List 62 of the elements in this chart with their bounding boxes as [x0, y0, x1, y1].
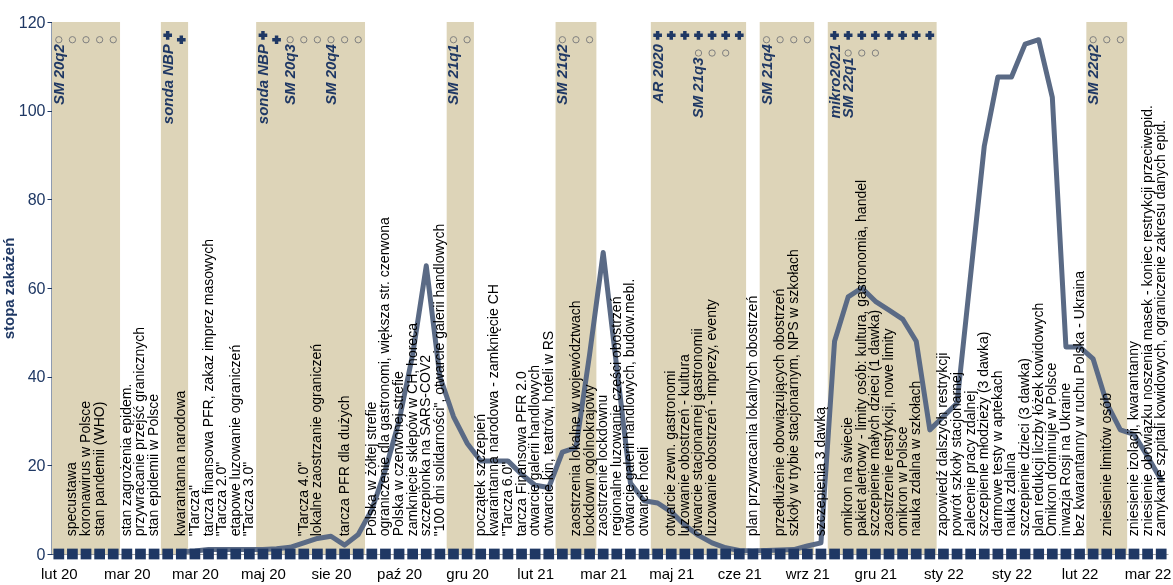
- annotation: zaostrzenia lokalne w województwach: [566, 300, 583, 537]
- annotation: AR 2020: [648, 43, 666, 105]
- y-tick-label: 20: [27, 456, 46, 474]
- annotation: otwarcie galerii handlowych: [526, 365, 543, 537]
- annotation: stan pandemii (WHO): [90, 401, 107, 537]
- annotation: otwarcie zewn. gastronomi: [662, 370, 679, 537]
- annotation: tarcza finansowa PFR, zakaz imprez masowych: [199, 239, 216, 537]
- annotation: zniesienie izolacji, kwarantanny: [1124, 340, 1141, 537]
- y-tick-label: 0: [36, 545, 46, 563]
- x-tick-label: mar 22: [1124, 564, 1172, 582]
- x-tick-label: gru 20: [446, 564, 489, 582]
- annotation: plan przywracania lokalnych obostrzeń: [743, 295, 760, 537]
- annotation: SM 20q4: [322, 43, 339, 106]
- x-tick-label: gru 21: [854, 564, 898, 582]
- y-tick-label: 100: [18, 102, 46, 120]
- annotation: SM 22q2: [1084, 43, 1102, 106]
- x-tick-label: lut 21: [517, 564, 554, 582]
- x-tick-label: mar 20: [172, 564, 219, 582]
- annotation: przedłużenie obowiązujących obostrzeń: [771, 288, 788, 537]
- annotation: zniesienie limitów osób: [1097, 392, 1114, 537]
- annotation: SM 20q2: [49, 43, 67, 106]
- annotation: zapowiedź dalszych restrykcji: [934, 352, 951, 537]
- annotation: Polska w żółtej strefie: [362, 401, 379, 537]
- annotation: otwarcie stacjonarnej gastronomii: [689, 328, 706, 537]
- x-tick-label: mar 21: [580, 564, 628, 582]
- annotation: początek szczepień: [471, 414, 488, 537]
- x-tick-label: maj 21: [649, 564, 695, 582]
- annotation: lockdown ogólnokrajowy: [580, 384, 597, 537]
- annotation: szczepienie dzieci (3 dawka): [1016, 358, 1033, 537]
- annotation: stan zagrożenia epidem.: [117, 383, 134, 537]
- annotation: "Tarcza 4.0": [294, 461, 311, 537]
- annotation: SM 21q1: [444, 44, 462, 106]
- annotation: regionalne luzowanie części obostrzeń: [607, 296, 624, 537]
- x-tick-label: sty 22: [991, 564, 1032, 582]
- y-axis-title: stopa zakażeń: [0, 237, 17, 340]
- x-tick-label: sty 22: [923, 564, 964, 582]
- annotation: SM 21q2: [553, 43, 571, 106]
- y-tick-label: 120: [18, 13, 46, 31]
- x-tick-label: lut 22: [1061, 564, 1099, 582]
- x-tick-label: paź 20: [377, 564, 423, 582]
- annotation: SM 21q4: [757, 43, 775, 106]
- y-tick-label: 60: [27, 279, 46, 297]
- annotation: lokalne zaostrzanie ograniczeń: [308, 344, 325, 537]
- y-tick-label: 80: [27, 190, 46, 208]
- annotation: SM 21q3: [689, 56, 707, 119]
- annotation: "Tarcza 6.0": [498, 461, 515, 537]
- annotation: tarcza Finansowa PFR 2.0: [512, 371, 529, 537]
- x-tick-label: cze 21: [717, 564, 762, 582]
- annotation: sonda NBP: [253, 43, 271, 125]
- x-tick-label: mar 20: [104, 564, 151, 582]
- annotation: specustawa: [63, 462, 80, 537]
- x-tick-label: maj 20: [240, 564, 286, 582]
- x-tick-label: wrz 21: [784, 564, 830, 582]
- annotation: SM 20q3: [281, 43, 299, 106]
- annotation: nauka zdalna w szkołach: [907, 380, 924, 537]
- y-tick-label: 40: [27, 368, 46, 386]
- annotation: nauka zdalna: [1002, 452, 1019, 537]
- x-tick-label: lut 20: [40, 564, 78, 582]
- annotation: szczepienia 3 dawką: [811, 406, 828, 537]
- x-tick-label: sie 20: [311, 564, 352, 582]
- annotation: sonda NBP: [158, 43, 176, 125]
- annotation: tarcza PFR dla dużych: [335, 395, 352, 537]
